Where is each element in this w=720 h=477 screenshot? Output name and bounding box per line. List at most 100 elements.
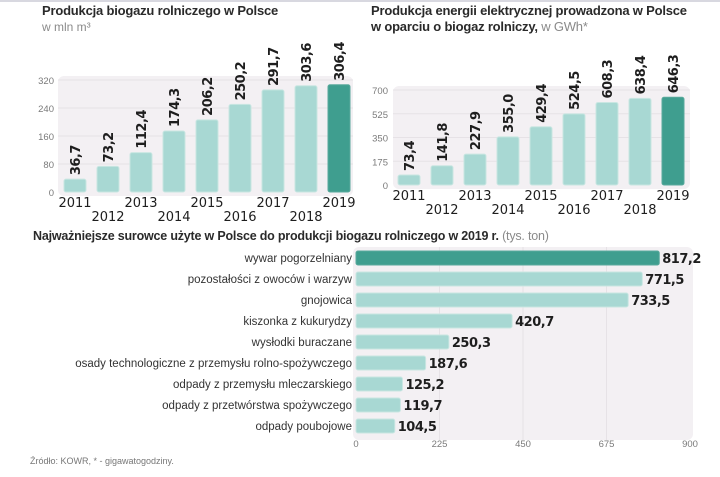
- chart3-title-text: Najważniejsze surowce użyte w Polsce do …: [33, 229, 499, 243]
- chart3-bar: [355, 271, 643, 287]
- chart1-category-label: 2018: [289, 210, 322, 225]
- chart1-category-label: 2017: [256, 196, 289, 211]
- chart2-value-label: 227,9: [469, 111, 484, 150]
- chart2-title: Produkcja energii elektrycznej prowadzon…: [371, 3, 687, 18]
- chart2-title-line2-text: w oparciu o biogaz rolniczy,: [371, 19, 538, 34]
- chart2-bar: [628, 97, 652, 186]
- chart2-category-label: 2013: [458, 189, 491, 204]
- chart2-bar: [397, 174, 421, 186]
- chart3-unit: (tys. ton): [502, 229, 549, 243]
- chart1-subtitle: w mln m³: [42, 20, 91, 34]
- chart3-category-label: pozostałości z owoców i warzyw: [188, 274, 353, 286]
- chart3-value-label: 420,7: [515, 315, 554, 330]
- chart1-value-label: 36,7: [69, 145, 84, 176]
- chart3-xtick-label: 225: [432, 439, 448, 450]
- chart1-value-label: 306,4: [333, 42, 348, 81]
- chart1-ytick-label: 320: [38, 76, 54, 87]
- chart2-category-label: 2012: [425, 203, 458, 218]
- chart1-ytick-label: 0: [49, 188, 54, 199]
- chart1-value-label: 303,6: [300, 43, 315, 82]
- chart2-category-label: 2011: [392, 189, 425, 204]
- chart3-category-label: wysłodki buraczane: [251, 337, 352, 349]
- chart3-bar: [355, 334, 450, 350]
- chart2-ytick-label: 175: [372, 157, 388, 168]
- chart2-bar: [595, 101, 619, 186]
- chart2-category-label: 2017: [590, 189, 623, 204]
- chart1-category-label: 2015: [190, 196, 223, 211]
- chart3-title: Najważniejsze surowce użyte w Polsce do …: [33, 229, 549, 243]
- chart2-category-label: 2015: [524, 189, 557, 204]
- source-note: Źródło: KOWR, * - gigawatogodziny.: [30, 456, 174, 466]
- chart2-bar: [562, 113, 586, 186]
- chart2-bar: [529, 126, 553, 186]
- chart3-value-label: 125,2: [405, 378, 444, 393]
- chart3-bar: [355, 313, 513, 329]
- chart2-value-label: 638,4: [634, 55, 649, 94]
- chart3-xtick-label: 675: [599, 439, 615, 450]
- chart3-bar: [355, 292, 629, 308]
- top-border: [0, 0, 720, 2]
- chart1-bar: [228, 103, 252, 193]
- chart2-category-label: 2019: [656, 189, 689, 204]
- chart2-bar: [430, 165, 454, 186]
- chart3-category-label: odpady z przemysłu mleczarskiego: [173, 379, 352, 391]
- chart3-value-label: 119,7: [403, 399, 442, 414]
- chart3-xtick-label: 450: [515, 439, 531, 450]
- chart3-value-label: 187,6: [429, 357, 468, 372]
- chart1-bar: [261, 89, 285, 193]
- chart3-category-label: odpady z przetwórstwa spożywczego: [162, 400, 352, 412]
- chart1-bar: [195, 119, 219, 193]
- chart1-ytick-label: 240: [38, 104, 54, 115]
- chart2-value-label: 355,0: [502, 94, 517, 133]
- chart1-ytick-label: 80: [43, 160, 54, 171]
- chart1-bar: [162, 130, 186, 193]
- chart3-xtick-label: 0: [353, 439, 358, 450]
- chart2-bar: [463, 153, 487, 186]
- chart1-category-label: 2012: [91, 210, 124, 225]
- chart2-category-label: 2018: [623, 203, 656, 218]
- chart3-value-label: 817,2: [662, 252, 701, 267]
- chart2-bar: [496, 136, 520, 186]
- chart1-value-label: 174,3: [168, 88, 183, 127]
- chart2-ytick-label: 0: [383, 181, 388, 192]
- chart1-title: Produkcja biogazu rolniczego w Polsce: [42, 3, 279, 18]
- chart1-value-label: 291,7: [267, 47, 282, 86]
- chart2-value-label: 646,3: [667, 54, 682, 93]
- chart2-ytick-label: 350: [372, 134, 388, 145]
- chart1-category-label: 2014: [157, 210, 190, 225]
- chart3-value-label: 771,5: [645, 273, 684, 288]
- chart1-bar: [129, 152, 153, 193]
- chart3-category-label: kiszonka z kukurydzy: [243, 316, 352, 328]
- chart1-value-label: 206,2: [201, 77, 216, 116]
- chart3-category-label: gnojowica: [301, 295, 353, 307]
- chart2-value-label: 429,4: [535, 84, 550, 123]
- chart1-value-label: 112,4: [135, 110, 150, 149]
- chart3-category-label: odpady poubojowe: [255, 421, 352, 433]
- chart1-category-label: 2019: [322, 196, 355, 211]
- chart3-bar: [355, 418, 396, 434]
- chart3-bar: [355, 250, 660, 266]
- chart1-bar: [63, 178, 87, 193]
- chart3-category-label: wywar pogorzelniany: [244, 253, 353, 265]
- chart2-ytick-label: 700: [372, 86, 388, 97]
- chart1-value-label: 73,2: [102, 132, 117, 162]
- chart2-bar: [661, 96, 685, 186]
- chart1-category-label: 2011: [58, 196, 91, 211]
- chart2-category-label: 2014: [491, 203, 524, 218]
- chart1-bar: [327, 84, 351, 193]
- chart3-xtick-label: 900: [682, 439, 698, 450]
- chart1-category-label: 2016: [223, 210, 256, 225]
- chart3-value-label: 104,5: [398, 420, 437, 435]
- chart1-category-label: 2013: [124, 196, 157, 211]
- chart1-ytick-label: 160: [38, 132, 54, 143]
- chart1-bar: [294, 85, 318, 193]
- chart2-value-label: 608,3: [601, 59, 616, 98]
- chart2-title-line2: w oparciu o biogaz rolniczy, w GWh*: [371, 19, 588, 34]
- chart2-value-label: 141,8: [436, 123, 451, 162]
- chart2-category-label: 2016: [557, 203, 590, 218]
- chart3-bar: [355, 376, 403, 392]
- chart3-value-label: 250,3: [452, 336, 491, 351]
- chart3-bar: [355, 397, 401, 413]
- chart1-bar: [96, 165, 120, 193]
